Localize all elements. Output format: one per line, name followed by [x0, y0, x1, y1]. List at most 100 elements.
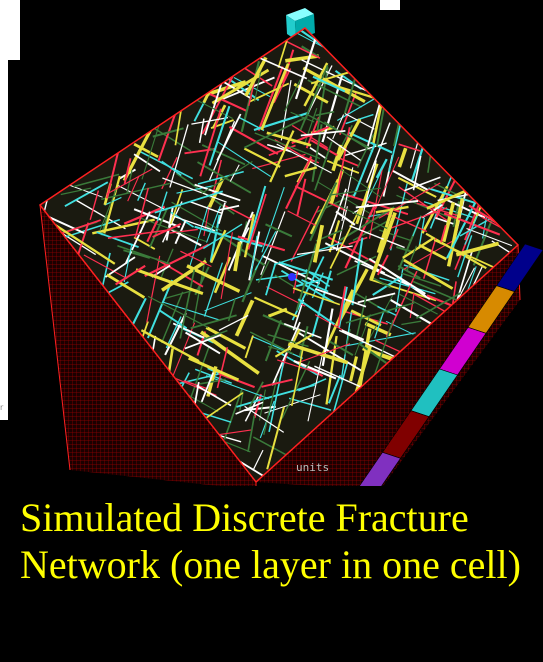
- fracture-trace: [201, 160, 253, 194]
- fracture-trace: [354, 314, 371, 356]
- fracture-trace: [183, 380, 207, 390]
- fracture-trace: [54, 223, 116, 265]
- fracture-trace: [325, 335, 338, 405]
- fracture-trace: [104, 196, 122, 206]
- fracture-trace: [105, 168, 153, 195]
- fracture-trace: [191, 117, 229, 125]
- fracture-trace: [338, 329, 397, 359]
- fracture-trace: [176, 185, 215, 194]
- fracture-trace: [285, 156, 313, 210]
- fracture-trace: [248, 381, 264, 409]
- fracture-trace: [101, 182, 171, 200]
- fracture-trace: [89, 190, 100, 220]
- fracture-network: [40, 28, 518, 482]
- fracture-trace: [398, 143, 421, 152]
- fracture-trace: [135, 268, 204, 296]
- fracture-trace: [481, 216, 502, 229]
- fracture-trace: [169, 124, 189, 188]
- fracture-trace: [274, 334, 313, 358]
- fracture-trace: [378, 182, 441, 219]
- fracture-trace: [441, 202, 456, 243]
- fracture-trace: [99, 189, 117, 232]
- fracture-trace: [209, 93, 248, 112]
- fracture-trace: [332, 362, 349, 415]
- fracture-trace: [115, 264, 146, 286]
- fracture-trace: [291, 348, 304, 407]
- fracture-trace: [248, 82, 255, 106]
- fracture-trace: [234, 299, 255, 337]
- fracture-trace: [273, 68, 292, 104]
- fracture-trace: [127, 175, 140, 202]
- fracture-trace: [269, 130, 295, 183]
- fracture-trace: [107, 228, 173, 239]
- fracture-trace: [373, 319, 394, 376]
- fracture-trace: [147, 295, 209, 328]
- fracture-trace: [336, 118, 362, 161]
- fracture-trace: [303, 62, 329, 107]
- fracture-trace: [357, 342, 387, 364]
- fracture-trace: [401, 272, 442, 287]
- fracture-trace: [133, 142, 159, 159]
- fracture-trace: [337, 286, 347, 327]
- fracture-trace: [198, 118, 205, 144]
- fracture-trace: [299, 64, 329, 131]
- fracture-trace: [402, 237, 434, 259]
- fracture-trace: [216, 347, 229, 389]
- fracture-trace: [412, 155, 422, 191]
- fracture-trace: [253, 296, 298, 318]
- fracture-trace: [123, 249, 151, 259]
- fracture-trace: [293, 359, 337, 380]
- fracture-trace: [235, 401, 264, 415]
- fracture-trace: [369, 211, 397, 281]
- fracture-trace: [375, 156, 400, 210]
- fracture-trace: [301, 279, 329, 293]
- fracture-trace: [179, 269, 196, 339]
- fracture-trace: [227, 211, 254, 271]
- fracture-trace: [329, 340, 354, 356]
- fracture-trace: [404, 176, 441, 192]
- fracture-trace: [365, 294, 394, 347]
- fracture-trace: [423, 201, 473, 218]
- fracture-trace: [366, 122, 391, 183]
- fracture-trace: [388, 117, 403, 172]
- fracture-trace: [285, 54, 319, 63]
- fracture-trace: [203, 262, 224, 317]
- fracture-trace: [401, 320, 422, 326]
- fracture-trace: [464, 199, 482, 241]
- fracture-trace: [336, 268, 369, 325]
- fracture-trace: [466, 227, 512, 247]
- fracture-trace: [301, 59, 368, 92]
- fracture-trace: [356, 133, 375, 169]
- fracture-trace: [169, 228, 198, 234]
- fracture-trace: [281, 360, 311, 419]
- fracture-trace: [261, 254, 321, 285]
- fracture-trace: [190, 201, 222, 214]
- fracture-trace: [292, 270, 299, 294]
- fracture-trace: [267, 333, 309, 348]
- fracture-trace: [396, 194, 454, 220]
- fracture-trace: [277, 359, 318, 374]
- fracture-trace: [154, 190, 224, 214]
- fracture-trace: [392, 169, 429, 191]
- fracture-trace: [287, 342, 349, 365]
- fracture-trace: [307, 356, 323, 422]
- fracture-trace: [244, 405, 285, 433]
- fracture-trace: [141, 118, 162, 180]
- fracture-trace: [247, 415, 256, 453]
- fracture-trace: [60, 187, 92, 196]
- fracture-trace: [149, 207, 169, 248]
- fracture-trace: [228, 125, 279, 155]
- fracture-trace: [352, 144, 376, 197]
- fracture-trace: [397, 265, 421, 280]
- fracture-trace: [203, 329, 228, 341]
- fracture-trace: [355, 200, 419, 209]
- fracture-trace: [204, 292, 252, 312]
- fracture-trace: [264, 319, 282, 362]
- fracture-trace: [374, 312, 384, 339]
- fracture-trace: [75, 222, 90, 260]
- fracture-trace: [443, 212, 501, 236]
- fracture-trace: [76, 199, 126, 230]
- fracture-trace: [348, 131, 393, 154]
- fracture-trace: [329, 207, 361, 269]
